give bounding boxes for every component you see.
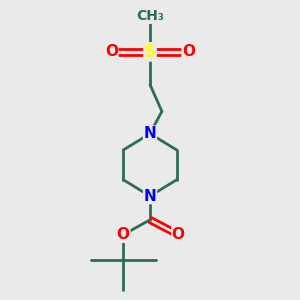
Text: S: S: [144, 43, 156, 61]
Text: CH₃: CH₃: [136, 9, 164, 23]
Text: N: N: [144, 126, 156, 141]
Text: O: O: [117, 227, 130, 242]
Text: O: O: [182, 44, 195, 59]
Text: O: O: [172, 227, 185, 242]
Text: N: N: [144, 189, 156, 204]
Text: O: O: [105, 44, 118, 59]
